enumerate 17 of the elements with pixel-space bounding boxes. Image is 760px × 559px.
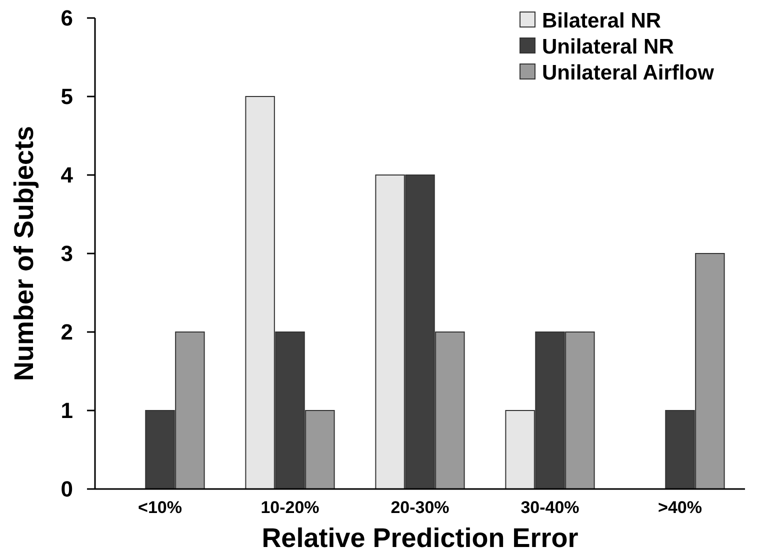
legend-label: Bilateral NR (542, 9, 662, 32)
y-tick-label: 1 (60, 398, 73, 424)
legend-label: Unilateral Airflow (542, 61, 715, 84)
y-axis-title: Number of Subjects (9, 126, 39, 382)
x-tick-label: 30-40% (520, 498, 580, 517)
y-tick-label: 3 (60, 241, 73, 266)
x-tick-label: >40% (658, 498, 702, 517)
x-tick-label: 10-20% (260, 498, 320, 517)
y-tick-label: 5 (60, 84, 73, 110)
legend-label: Unilateral NR (542, 35, 674, 58)
y-tick-label: 4 (60, 162, 74, 188)
y-tick-label: 6 (60, 6, 73, 31)
x-tick-label: <10% (138, 498, 182, 517)
x-tick-label: 20-30% (390, 498, 450, 517)
y-tick-label: 0 (60, 476, 73, 502)
x-axis-title: Relative Prediction Error (262, 523, 579, 553)
y-tick-label: 2 (60, 320, 73, 345)
